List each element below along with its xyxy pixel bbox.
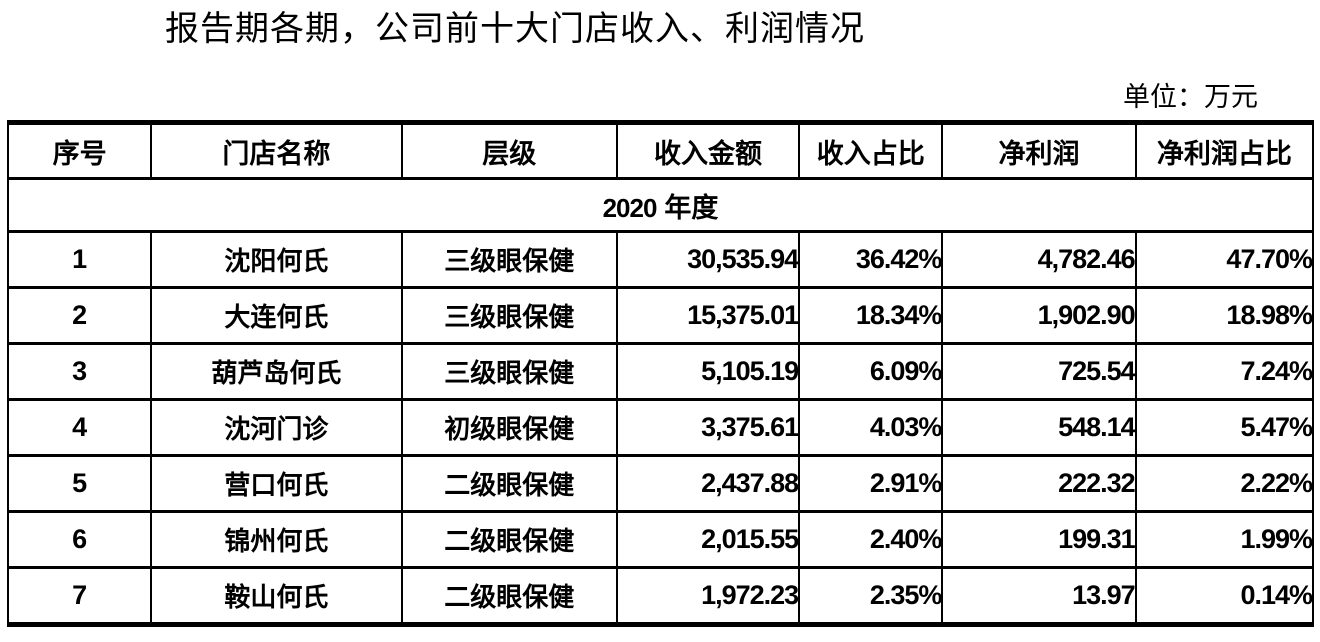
cell-store-name: 大连何氏 (150, 286, 403, 345)
col-header-net-profit: 净利润 (941, 120, 1137, 180)
cell-revenue-share: 4.03% (798, 398, 944, 457)
cell-index: 5 (6, 454, 153, 513)
cell-index: 4 (6, 398, 153, 457)
top-stores-table: 序号 门店名称 层级 收入金额 收入占比 净利润 净利润占比 2020 年度 1 … (6, 120, 1315, 627)
table-row: 6 锦州何氏 二级眼保健 2,015.55 2.40% 199.31 1.99% (6, 510, 1315, 569)
col-header-profit-share: 净利润占比 (1134, 120, 1315, 180)
cell-profit-share: 5.47% (1134, 398, 1315, 457)
cell-store-name: 鞍山何氏 (150, 566, 403, 627)
table-header-row: 序号 门店名称 层级 收入金额 收入占比 净利润 净利润占比 (6, 120, 1315, 180)
table-row: 1 沈阳何氏 三级眼保健 30,535.94 36.42% 4,782.46 4… (6, 230, 1315, 289)
section-year-number: 2020 (602, 192, 658, 223)
table-row: 7 鞍山何氏 二级眼保健 1,972.23 2.35% 13.97 0.14% (6, 566, 1315, 627)
cell-profit-share: 1.99% (1134, 510, 1315, 569)
cell-net-profit: 548.14 (941, 398, 1137, 457)
cell-tier: 二级眼保健 (400, 454, 618, 513)
table-row: 5 营口何氏 二级眼保健 2,437.88 2.91% 222.32 2.22% (6, 454, 1315, 513)
cell-revenue-share: 18.34% (798, 286, 944, 345)
unit-label: 单位：万元 (1123, 82, 1258, 112)
cell-store-name: 沈阳何氏 (150, 230, 403, 289)
cell-tier: 二级眼保健 (400, 510, 618, 569)
cell-net-profit: 725.54 (941, 342, 1137, 401)
cell-profit-share: 18.98% (1134, 286, 1315, 345)
col-header-index: 序号 (6, 120, 153, 180)
cell-tier: 三级眼保健 (400, 342, 618, 401)
cell-tier: 三级眼保健 (400, 286, 618, 345)
cell-revenue: 15,375.01 (615, 286, 801, 345)
cell-tier: 初级眼保健 (400, 398, 618, 457)
cell-tier: 三级眼保健 (400, 230, 618, 289)
cell-profit-share: 2.22% (1134, 454, 1315, 513)
cell-profit-share: 0.14% (1134, 566, 1315, 627)
cell-net-profit: 1,902.90 (941, 286, 1137, 345)
cell-store-name: 葫芦岛何氏 (150, 342, 403, 401)
cell-index: 1 (6, 230, 153, 289)
cell-revenue-share: 36.42% (798, 230, 944, 289)
section-year-label: 2020 年度 (7, 177, 1314, 233)
cell-store-name: 沈河门诊 (150, 398, 403, 457)
cell-tier: 二级眼保健 (400, 566, 618, 627)
cell-revenue: 3,375.61 (615, 398, 801, 457)
page-title: 报告期各期，公司前十大门店收入、利润情况 (165, 11, 865, 48)
cell-net-profit: 199.31 (941, 510, 1137, 569)
section-year-row: 2020 年度 (7, 177, 1314, 233)
cell-net-profit: 4,782.46 (941, 230, 1137, 289)
cell-revenue-share: 2.35% (798, 566, 944, 627)
cell-profit-share: 7.24% (1134, 342, 1315, 401)
cell-index: 6 (6, 510, 153, 569)
cell-revenue: 2,015.55 (615, 510, 801, 569)
cell-index: 7 (6, 566, 153, 627)
section-year-suffix: 年度 (664, 192, 719, 223)
cell-store-name: 营口何氏 (150, 454, 403, 513)
col-header-revenue: 收入金额 (615, 120, 801, 180)
cell-revenue: 30,535.94 (615, 230, 801, 289)
table-row: 2 大连何氏 三级眼保健 15,375.01 18.34% 1,902.90 1… (6, 286, 1315, 345)
cell-index: 3 (6, 342, 153, 401)
col-header-store-name: 门店名称 (150, 120, 403, 180)
cell-revenue-share: 2.91% (798, 454, 944, 513)
col-header-revenue-share: 收入占比 (798, 120, 944, 180)
cell-index: 2 (6, 286, 153, 345)
table-row: 4 沈河门诊 初级眼保健 3,375.61 4.03% 548.14 5.47% (6, 398, 1315, 457)
cell-revenue: 2,437.88 (615, 454, 801, 513)
cell-revenue: 5,105.19 (615, 342, 801, 401)
cell-revenue: 1,972.23 (615, 566, 801, 627)
cell-revenue-share: 6.09% (798, 342, 944, 401)
cell-revenue-share: 2.40% (798, 510, 944, 569)
cell-profit-share: 47.70% (1134, 230, 1315, 289)
cell-store-name: 锦州何氏 (150, 510, 403, 569)
cell-net-profit: 222.32 (941, 454, 1137, 513)
cell-net-profit: 13.97 (941, 566, 1137, 627)
table-row: 3 葫芦岛何氏 三级眼保健 5,105.19 6.09% 725.54 7.24… (6, 342, 1315, 401)
col-header-tier: 层级 (400, 120, 618, 180)
